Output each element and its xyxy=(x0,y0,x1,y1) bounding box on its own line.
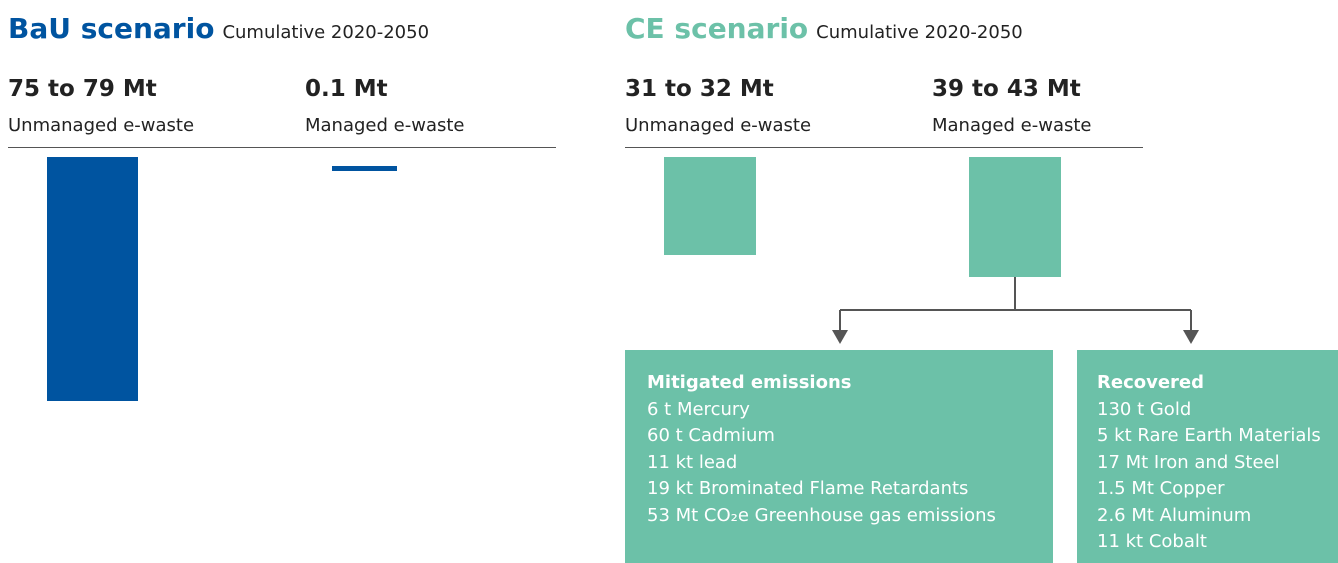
subtitle: Cumulative 2020-2050 xyxy=(816,22,1023,43)
amount: 0.1 Mt xyxy=(305,76,388,102)
label: Unmanaged e-waste xyxy=(625,115,812,136)
bar xyxy=(332,166,397,171)
box-item: 19 kt Brominated Flame Retardants xyxy=(647,478,969,499)
box: Mitigated emissions 6 t Mercury 60 t Cad… xyxy=(625,350,1053,563)
box-item: 5 kt Rare Earth Materials xyxy=(1097,425,1321,446)
box-title: Recovered xyxy=(1097,372,1205,393)
label: Unmanaged e-waste xyxy=(8,115,195,136)
divider xyxy=(8,147,556,148)
box-item: 11 kt Cobalt xyxy=(1097,531,1207,552)
box: Recovered 130 t Gold 5 kt Rare Earth Mat… xyxy=(1077,350,1338,563)
bau-title: BaU scenario Cumulative 2020-2050 xyxy=(8,12,429,45)
box-item: 130 t Gold xyxy=(1097,398,1192,420)
box-item: 53 Mt CO₂e Greenhouse gas emissions xyxy=(647,504,996,526)
box-item: 6 t Mercury xyxy=(647,398,750,420)
label: Managed e-waste xyxy=(932,115,1092,136)
amount: 75 to 79 Mt xyxy=(8,76,157,102)
title-text: BaU scenario xyxy=(8,12,215,45)
ce-title: CE scenario Cumulative 2020-2050 xyxy=(625,12,1023,45)
label: Managed e-waste xyxy=(305,115,465,136)
subtitle: Cumulative 2020-2050 xyxy=(222,22,430,43)
bar xyxy=(47,157,138,401)
box-item: 17 Mt Iron and Steel xyxy=(1097,451,1280,473)
divider xyxy=(625,147,1143,148)
box-item: 1.5 Mt Copper xyxy=(1097,478,1225,499)
box-item: 11 kt lead xyxy=(647,451,738,473)
box-item: 60 t Cadmium xyxy=(647,425,775,446)
title-text: CE scenario xyxy=(625,12,809,45)
amount: 39 to 43 Mt xyxy=(932,76,1081,102)
amount: 31 to 32 Mt xyxy=(625,76,774,102)
bar xyxy=(969,157,1061,277)
box-item: 2.6 Mt Aluminum xyxy=(1097,504,1252,526)
bar xyxy=(664,157,756,255)
box-title: Mitigated emissions xyxy=(647,372,852,393)
